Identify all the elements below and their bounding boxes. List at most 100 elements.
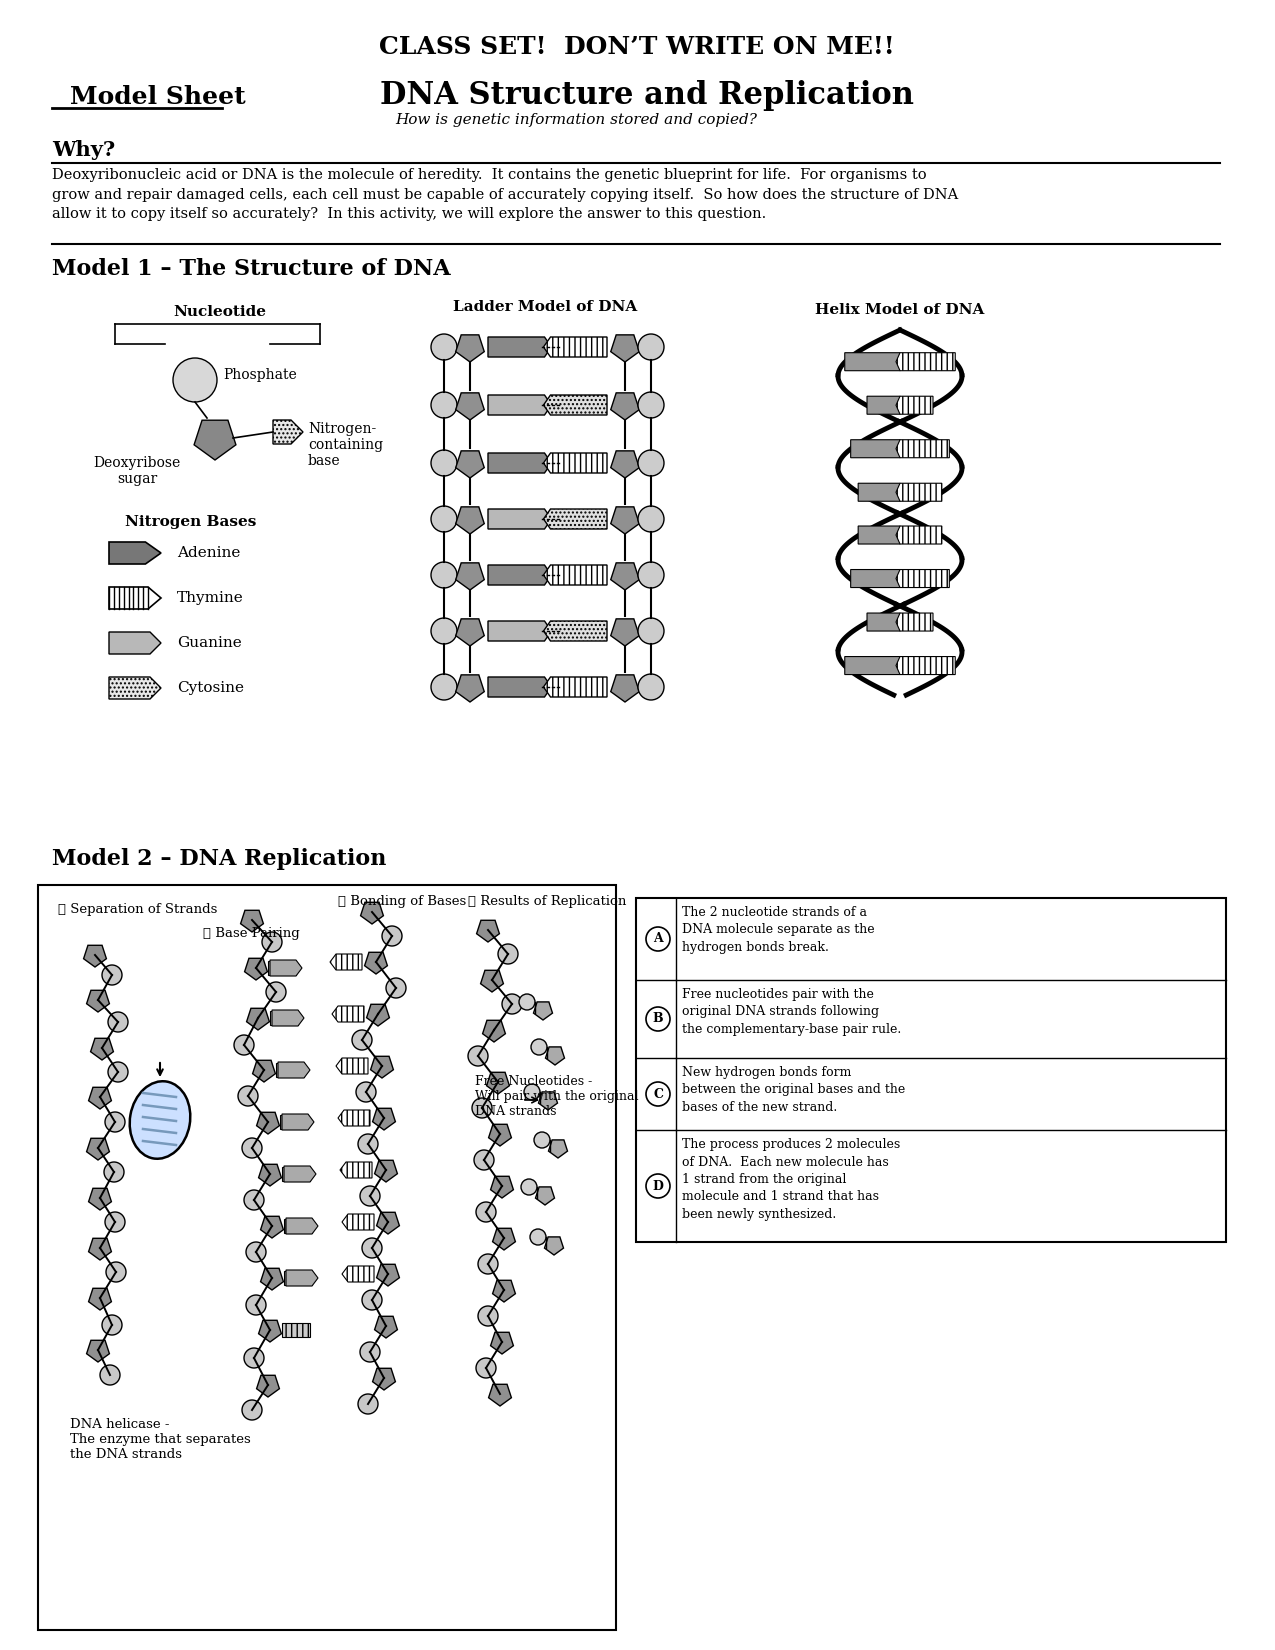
Polygon shape: [492, 1228, 515, 1251]
Polygon shape: [611, 507, 639, 535]
Polygon shape: [375, 1317, 398, 1338]
Circle shape: [524, 1084, 541, 1101]
Circle shape: [362, 1238, 382, 1257]
Polygon shape: [367, 1005, 389, 1026]
Polygon shape: [896, 614, 933, 630]
Polygon shape: [338, 1110, 370, 1125]
Polygon shape: [194, 421, 236, 460]
Polygon shape: [256, 1376, 279, 1398]
Polygon shape: [611, 619, 639, 647]
Circle shape: [244, 1190, 264, 1209]
Polygon shape: [850, 569, 904, 587]
Polygon shape: [260, 1216, 283, 1238]
Polygon shape: [88, 1289, 111, 1310]
Polygon shape: [488, 676, 552, 696]
Text: Nitrogen-
containing
base: Nitrogen- containing base: [309, 422, 382, 469]
Ellipse shape: [130, 1081, 190, 1158]
Polygon shape: [488, 564, 552, 586]
Polygon shape: [488, 1384, 511, 1406]
Circle shape: [478, 1307, 499, 1327]
Polygon shape: [87, 1138, 110, 1160]
Polygon shape: [372, 1109, 395, 1130]
Circle shape: [431, 333, 456, 360]
Polygon shape: [272, 1010, 303, 1026]
Polygon shape: [611, 335, 639, 361]
Circle shape: [105, 1213, 125, 1233]
Polygon shape: [252, 1061, 275, 1082]
Polygon shape: [376, 1264, 399, 1285]
Polygon shape: [548, 1140, 567, 1158]
Circle shape: [431, 619, 456, 644]
Polygon shape: [375, 1160, 398, 1181]
Polygon shape: [491, 1176, 514, 1198]
Polygon shape: [259, 1165, 282, 1186]
Bar: [270, 1011, 298, 1025]
Circle shape: [646, 1175, 669, 1198]
Polygon shape: [896, 441, 950, 457]
Text: Free nucleotides pair with the
original DNA strands following
the complementary-: Free nucleotides pair with the original …: [682, 988, 901, 1036]
Polygon shape: [286, 1218, 317, 1234]
Polygon shape: [481, 970, 504, 992]
Polygon shape: [286, 1270, 317, 1285]
Circle shape: [266, 982, 286, 1002]
Text: Deoxyribose
sugar: Deoxyribose sugar: [93, 455, 181, 487]
Polygon shape: [376, 1213, 399, 1234]
Polygon shape: [455, 619, 484, 647]
Polygon shape: [543, 564, 607, 586]
Polygon shape: [88, 1087, 111, 1109]
Polygon shape: [896, 569, 950, 587]
Circle shape: [99, 1365, 120, 1384]
Polygon shape: [282, 1114, 314, 1130]
Polygon shape: [365, 952, 388, 974]
Polygon shape: [896, 657, 955, 675]
Bar: [38, 884, 616, 1630]
Polygon shape: [544, 1238, 564, 1256]
Polygon shape: [270, 960, 302, 977]
Text: The process produces 2 molecules
of DNA.  Each new molecule has
1 strand from th: The process produces 2 molecules of DNA.…: [682, 1138, 900, 1221]
Polygon shape: [477, 921, 500, 942]
Polygon shape: [259, 1320, 282, 1341]
Polygon shape: [340, 1162, 372, 1178]
Circle shape: [638, 563, 664, 587]
Circle shape: [105, 1162, 124, 1181]
Polygon shape: [896, 353, 955, 371]
Circle shape: [502, 993, 521, 1015]
Text: Ladder Model of DNA: Ladder Model of DNA: [453, 300, 638, 314]
Text: Ⓑ Base Pairing: Ⓑ Base Pairing: [203, 927, 300, 940]
Circle shape: [431, 450, 456, 475]
Polygon shape: [487, 1072, 510, 1094]
Text: CLASS SET!  DON’T WRITE ON ME!!: CLASS SET! DON’T WRITE ON ME!!: [379, 35, 895, 59]
Polygon shape: [330, 954, 362, 970]
Circle shape: [242, 1138, 261, 1158]
Polygon shape: [611, 450, 639, 478]
Circle shape: [382, 926, 402, 945]
Polygon shape: [611, 675, 639, 701]
Polygon shape: [896, 483, 942, 502]
Text: How is genetic information stored and copied?: How is genetic information stored and co…: [395, 112, 757, 127]
Circle shape: [638, 393, 664, 417]
Polygon shape: [488, 454, 552, 474]
Circle shape: [356, 1082, 376, 1102]
Bar: [284, 1219, 312, 1233]
Circle shape: [521, 1180, 537, 1195]
Circle shape: [238, 1086, 258, 1106]
Polygon shape: [546, 1046, 565, 1064]
Text: Ⓐ Separation of Strands: Ⓐ Separation of Strands: [57, 903, 217, 916]
Circle shape: [431, 507, 456, 531]
Polygon shape: [850, 441, 904, 457]
Text: Free Nucleotides -
Will pair with the original
DNA strands: Free Nucleotides - Will pair with the or…: [476, 1076, 639, 1119]
Polygon shape: [858, 526, 904, 544]
Polygon shape: [488, 508, 552, 530]
Polygon shape: [488, 337, 552, 356]
Polygon shape: [332, 1006, 363, 1021]
Circle shape: [105, 1112, 125, 1132]
Polygon shape: [108, 541, 161, 564]
Polygon shape: [273, 421, 303, 444]
Polygon shape: [543, 454, 607, 474]
Circle shape: [431, 673, 456, 700]
Text: Model 2 – DNA Replication: Model 2 – DNA Replication: [52, 848, 386, 870]
Text: Adenine: Adenine: [177, 546, 241, 559]
Text: D: D: [653, 1180, 663, 1193]
Polygon shape: [88, 1188, 111, 1209]
Polygon shape: [87, 990, 110, 1011]
